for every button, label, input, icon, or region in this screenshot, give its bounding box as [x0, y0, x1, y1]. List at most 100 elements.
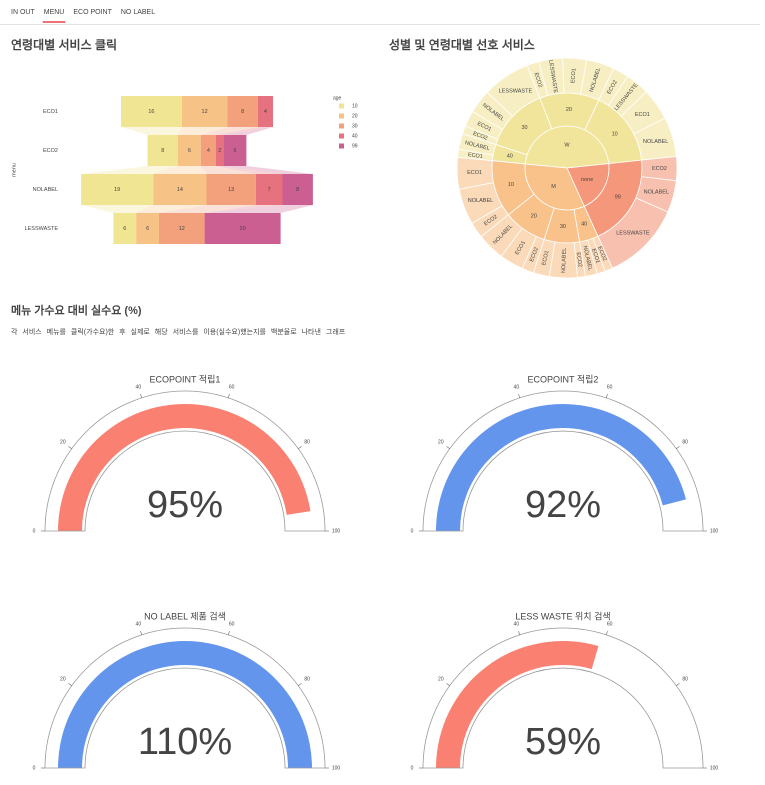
gauge-tick — [140, 393, 143, 398]
funnel-segment — [200, 135, 216, 166]
funnel-segment — [223, 135, 247, 166]
funnel-connector — [204, 205, 283, 213]
funnel-connector — [136, 205, 207, 213]
section-description: 각 서비스 메뉴를 클릭(가수요)한 후 실제로 해당 서비스를 이용(실수요)… — [11, 327, 346, 336]
gauge-tick-label: 60 — [229, 385, 235, 391]
category-label: ECO2 — [43, 148, 58, 154]
legend-swatch — [339, 143, 344, 149]
funnel-connector — [159, 205, 256, 213]
gauge-tick-label: 80 — [682, 440, 688, 446]
funnel-title: 연령대별 서비스 클릭 — [11, 37, 117, 52]
gauge-title: LESS WASTE 위치 검색 — [515, 610, 610, 621]
sunburst-label: 99 — [615, 195, 621, 201]
gauge-tick — [676, 446, 680, 449]
gauge-border — [422, 627, 704, 769]
sunburst-label: 30 — [560, 224, 566, 230]
sunburst-label: NOLABEL — [644, 189, 669, 195]
sunburst-label: ECO2 — [533, 72, 543, 88]
segment-label: 6 — [123, 226, 126, 232]
sunburst-label: W — [564, 142, 570, 148]
segment-label: 8 — [241, 109, 244, 115]
sunburst-label: 10 — [612, 132, 618, 138]
funnel-segment — [204, 213, 281, 244]
funnel-segment — [227, 96, 258, 127]
sunburst-label: NOLABEL — [643, 139, 668, 145]
gauge-value: 110% — [138, 721, 232, 763]
segment-label: 8 — [296, 187, 299, 193]
funnel-connector — [216, 166, 283, 174]
funnel-connector — [216, 127, 273, 135]
gauge-tick — [446, 683, 450, 686]
gauge-tick-label: 0 — [411, 765, 414, 771]
legend-label: 30 — [352, 123, 358, 129]
gauge-tick-label: 100 — [710, 765, 719, 771]
funnel-segment — [81, 174, 154, 205]
funnel-segment — [147, 135, 178, 166]
funnel-connector — [81, 166, 178, 174]
gauge-tick-label: 80 — [304, 440, 310, 446]
sunburst-label: 10 — [508, 182, 514, 188]
sunburst-label: ECO2 — [652, 166, 667, 172]
gauge-tick — [298, 446, 302, 449]
sunburst-label: LESSWASTE — [547, 60, 558, 94]
sunburst-label: ECO1 — [541, 250, 550, 266]
nav-tab[interactable]: ECO POINT — [73, 9, 112, 16]
section-title: 메뉴 가수요 대비 실수요 (%) — [11, 303, 142, 317]
gauge-value: 95% — [147, 484, 223, 526]
nav-tab[interactable]: IN OUT — [11, 9, 35, 16]
segment-label: 7 — [268, 187, 271, 193]
gauge-tick — [68, 446, 72, 449]
sunburst-label: ECO2 — [529, 247, 540, 263]
gauge-tick — [68, 683, 72, 686]
funnel-segment — [159, 213, 205, 244]
gauge-value: 92% — [525, 484, 601, 526]
gauge-title: ECOPOINT 적립2 — [528, 373, 599, 384]
sunburst-title: 성별 및 연령대별 선호 서비스 — [389, 37, 535, 52]
segment-label: 16 — [148, 109, 154, 115]
sunburst-label: ECO2 — [575, 252, 583, 268]
gauge-border — [44, 627, 326, 769]
nav-tab[interactable]: MENU — [44, 9, 65, 16]
gauge-tick-label: 100 — [710, 528, 719, 534]
segment-label: 12 — [179, 226, 185, 232]
gauge-tick-label: 100 — [332, 765, 341, 771]
gauge-tick — [298, 683, 302, 686]
segment-label: 8 — [161, 148, 164, 154]
gauge-tick — [676, 683, 680, 686]
nav-tab[interactable]: NO LABEL — [121, 9, 155, 16]
category-label: NOLABEL — [33, 187, 58, 193]
funnel-segment — [178, 135, 201, 166]
sunburst-leaf — [641, 156, 678, 182]
funnel-segment — [153, 174, 207, 205]
sunburst-label: 20 — [566, 107, 572, 113]
segment-label: 4 — [264, 109, 267, 115]
y-axis-label: menu — [11, 163, 17, 177]
gauge-tick-label: 60 — [607, 385, 613, 391]
segment-label: 12 — [202, 109, 208, 115]
gauge-border — [44, 390, 326, 532]
gauge-value: 59% — [525, 721, 601, 763]
legend-label: 40 — [352, 133, 358, 139]
funnel-segment — [257, 96, 273, 127]
funnel-connector — [121, 127, 182, 135]
gauge-tick-label: 40 — [136, 622, 142, 628]
funnel-connector — [178, 127, 228, 135]
sunburst-label: 40 — [581, 221, 587, 227]
gauge-bar — [58, 404, 311, 531]
legend-swatch — [339, 103, 344, 109]
funnel-segment — [255, 174, 283, 205]
legend-swatch — [339, 113, 344, 119]
funnel-segment — [181, 96, 228, 127]
funnel-connector — [200, 166, 256, 174]
legend-swatch — [339, 123, 344, 129]
sunburst-label: LESSWASTE — [616, 230, 650, 236]
sunburst-label: NOLABEL — [561, 248, 568, 274]
gauge-tick — [227, 630, 230, 635]
funnel-connector — [81, 205, 154, 213]
legend-swatch — [339, 133, 344, 139]
gauge-tick-label: 20 — [60, 440, 66, 446]
gauge-tick-label: 20 — [438, 677, 444, 683]
gauge-bar — [58, 641, 312, 768]
gauge-tick — [140, 630, 143, 635]
legend-title: age — [333, 95, 342, 101]
